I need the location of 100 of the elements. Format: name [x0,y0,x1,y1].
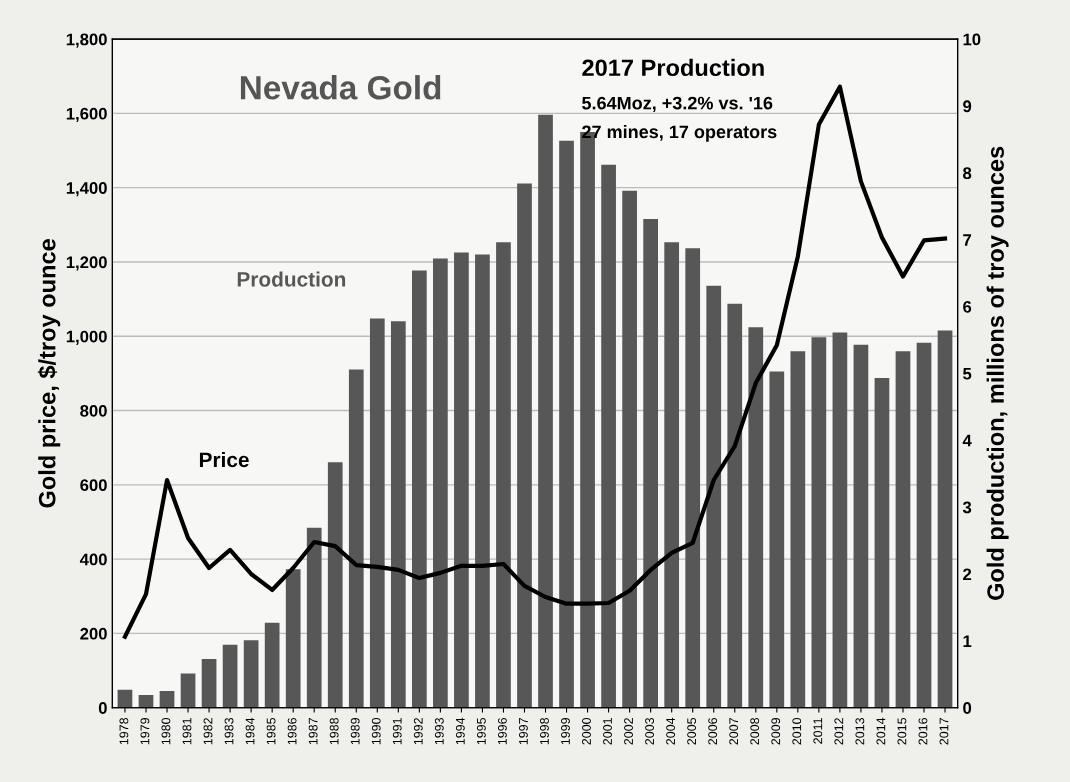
bar [622,190,637,708]
y2-tick-label: 7 [963,234,972,246]
bar [895,351,911,708]
bar [811,337,827,708]
y2-tick-label: 10 [963,33,981,46]
x-tick-label: 2003 [645,717,655,745]
bar [832,332,848,708]
bar [538,114,553,708]
x-tick-label: 1985 [266,717,276,745]
y2-tick-label: 0 [963,702,972,714]
x-tick-label: 1978 [119,717,129,745]
x-tick-label: 1992 [413,718,423,745]
bar [748,327,764,708]
series-label: Production [237,271,346,287]
x-tick-label: 1997 [518,718,528,745]
x-tick-label: 1980 [161,717,171,745]
bar [454,252,469,708]
y-tick-label: 1,200 [66,256,107,271]
x-tick-label: 2013 [855,717,865,745]
x-tick-label: 1998 [540,717,549,745]
x-tick-label: 2001 [603,718,612,745]
bar [496,242,511,708]
y2-tick-label: 4 [962,434,972,447]
bar [348,369,364,708]
x-tick-label: 2017 [939,718,949,745]
y-tick-label: 800 [80,404,107,417]
x-tick-label: 2015 [897,717,907,745]
annotation: 5.64Moz, +3.2% vs. '16 [582,96,773,113]
x-tick-label: 2000 [582,717,591,745]
bar [559,140,574,708]
bar [433,258,448,708]
text: Nevada Gold [240,75,441,100]
x-tick-label: 2011 [813,718,823,744]
x-tick-label: 2009 [771,718,781,745]
bar [243,640,259,708]
y2-tick-label: 6 [963,300,972,313]
bar [138,695,154,708]
y-tick-label: 1,600 [66,107,107,123]
bar [159,690,175,708]
y2-tick-label: 5 [963,367,972,380]
x-tick-label: 2010 [792,717,802,745]
bar [790,351,806,708]
x-tick-label: 1995 [476,717,486,745]
bar [916,342,932,708]
y-tick-label: 1,400 [66,182,107,197]
bar [369,318,385,708]
bar [411,270,427,708]
bar [264,622,280,708]
x-tick-label: 2012 [834,718,844,745]
x-tick-label: 1989 [350,718,360,745]
x-tick-label: 2008 [750,717,760,745]
x-tick-label: 2006 [708,717,718,745]
y2-tick-label: 9 [963,100,972,113]
bar [769,371,785,708]
bar [853,344,869,708]
x-tick-label: 1994 [455,717,465,745]
x-tick-label: 2005 [687,717,697,745]
bar [664,242,680,708]
y2-tick-label: 1 [963,635,972,647]
y-tick-label: 1,800 [66,33,107,48]
x-tick-label: 1981 [182,718,192,745]
y2-axis-title: Gold production, millions of troy ounces [986,146,1009,600]
x-tick-label: 2007 [729,718,739,745]
x-tick-label: 1999 [561,718,570,745]
bar [201,658,217,708]
bar [874,378,890,708]
y-tick-label: 0 [98,702,107,714]
x-tick-label: 1986 [287,717,297,745]
bar [285,569,301,708]
bar [222,644,238,708]
x-tick-label: 1991 [392,718,402,745]
bar [727,303,743,708]
x-tick-label: 1990 [371,717,381,745]
x-tick-label: 1993 [434,717,444,745]
x-tick-label: 2016 [918,717,928,745]
bar [685,248,701,708]
x-tick-label: 1987 [308,718,318,745]
x-tick-label: 1979 [140,718,150,745]
bar [327,462,343,708]
y2-tick-label: 2 [963,568,972,581]
bar [706,285,722,708]
annotation: 2017 Production [582,58,764,77]
x-tick-label: 1984 [245,717,255,745]
bar [390,321,406,708]
x-tick-label: 2014 [876,717,886,745]
bar [180,673,196,708]
bar [475,254,490,708]
y-tick-label: 200 [80,627,107,640]
y-tick-label: 1,000 [66,330,107,345]
x-tick-label: 1983 [224,717,234,745]
y-axis-title: Gold price, $/troy ounce [37,239,61,508]
y-tick-label: 600 [80,479,107,492]
x-tick-label: 2004 [666,717,676,745]
bar [601,164,616,708]
y-tick-label: 400 [79,553,107,566]
x-tick-label: 1988 [329,717,339,745]
y2-tick-label: 8 [963,167,972,180]
x-tick-label: 1996 [497,717,507,745]
x-tick-label: 2002 [624,718,633,745]
y2-tick-label: 3 [962,501,972,514]
